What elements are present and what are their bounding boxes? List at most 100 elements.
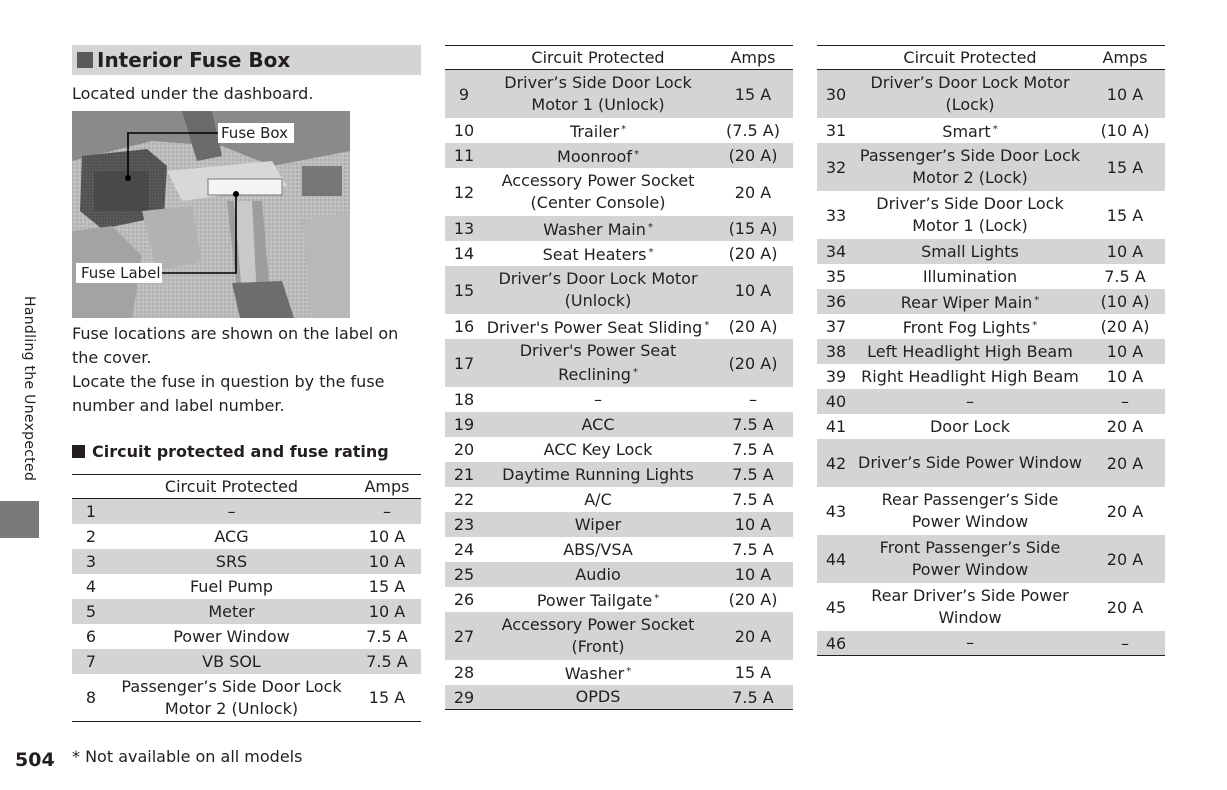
- fuse-amps: 10 A: [1106, 367, 1144, 386]
- fuse-number: 25: [453, 565, 475, 584]
- fuse-number: 12: [453, 182, 475, 202]
- header-circuit: Circuit Protected: [903, 47, 1037, 67]
- section-heading: Interior Fuse Box: [72, 45, 421, 75]
- fuse-amps: 20 A: [1106, 597, 1144, 617]
- fuse-amps: –: [1121, 392, 1129, 411]
- description-line-1: Fuse locations are shown on the label on…: [72, 324, 399, 367]
- table-row: 37 Front Fog Lights * (20 A): [817, 314, 1165, 339]
- fuse-amps: (20 A): [728, 317, 778, 336]
- fuse-amps: 15 A: [734, 663, 772, 682]
- circuit-text: Right Headlight High Beam: [861, 366, 1079, 386]
- circuit-text: Moonroof: [557, 146, 632, 166]
- header-amps: Amps: [364, 477, 410, 496]
- table-row: 11 Moonroof * (20 A): [445, 143, 793, 168]
- circuit-name: Daytime Running Lights: [483, 464, 713, 486]
- fuse-amps: (10 A): [1100, 121, 1150, 140]
- fuse-amps: 20 A: [1106, 549, 1144, 569]
- circuit-text: Daytime Running Lights: [502, 464, 694, 484]
- circuit-text: Driver's Power Seat Sliding: [486, 317, 703, 337]
- table-row: 31 Smart * (10 A): [817, 118, 1165, 143]
- fuse-number: 35: [825, 267, 847, 286]
- fuse-number: 42: [825, 453, 847, 473]
- fuse-amps: 7.5 A: [732, 465, 774, 484]
- table-row: 10 Trailer * (7.5 A): [445, 118, 793, 143]
- fuse-number: 19: [453, 415, 475, 434]
- fuse-amps: 15 A: [1106, 205, 1144, 225]
- table-row: 6 Power Window 7.5 A: [72, 624, 421, 649]
- circuit-text: Left Headlight High Beam: [867, 341, 1073, 361]
- fuse-number: 34: [825, 242, 847, 261]
- circuit-name: Rear Wiper Main *: [855, 290, 1085, 314]
- table-row: 2 ACG 10 A: [72, 524, 421, 549]
- asterisk-icon: *: [1032, 319, 1038, 331]
- fuse-number: 11: [453, 146, 475, 165]
- table-row: 15 Driver’s Door Lock Motor (Unlock) 10 A: [445, 266, 793, 314]
- fuse-amps: –: [749, 390, 757, 409]
- table-row: 32 Passenger’s Side Door Lock Motor 2 (Lo…: [817, 143, 1165, 191]
- circuit-name: Passenger’s Side Door Lock Motor 2 (Unlo…: [110, 676, 353, 720]
- table-row: 24 ABS/VSA 7.5 A: [445, 537, 793, 562]
- circuit-text: –: [966, 633, 974, 652]
- subheading-square-icon: [72, 445, 85, 458]
- circuit-name: –: [855, 391, 1085, 413]
- asterisk-icon: *: [632, 367, 638, 378]
- table-row: 14 Seat Heaters * (20 A): [445, 241, 793, 266]
- page-number: 504: [15, 749, 55, 771]
- fuse-number: 15: [453, 280, 475, 300]
- side-tab-label: Handling the Unexpected: [21, 296, 37, 482]
- table-row: 9 Driver’s Side Door Lock Motor 1 (Unlock…: [445, 70, 793, 118]
- fuse-amps: 7.5 A: [732, 440, 774, 459]
- fuse-number: 37: [825, 317, 847, 336]
- fuse-amps: (20 A): [728, 244, 778, 263]
- circuit-text: –: [227, 501, 236, 521]
- fuse-number: 8: [85, 688, 97, 707]
- table-row: 16 Driver's Power Seat Sliding * (20 A): [445, 314, 793, 339]
- header-circuit: Circuit Protected: [531, 47, 665, 67]
- circuit-text: Rear Driver’s Side Power Window: [871, 586, 1069, 627]
- header-circuit: Circuit Protected: [164, 476, 299, 496]
- fuse-number: 39: [825, 367, 847, 386]
- fuse-amps: (20 A): [728, 146, 778, 165]
- fuse-amps: 20 A: [1106, 501, 1144, 521]
- circuit-text: ACG: [214, 526, 249, 546]
- circuit-name: OPDS: [483, 686, 713, 708]
- circuit-name: Wiper: [483, 514, 713, 536]
- circuit-text: Driver’s Door Lock Motor (Unlock): [498, 269, 698, 310]
- circuit-text: Power Tailgate: [536, 590, 653, 610]
- fuse-number: 5: [85, 602, 97, 621]
- table-row: 5 Meter 10 A: [72, 599, 421, 624]
- fuse-number: 36: [825, 292, 847, 311]
- circuit-name: A/C: [483, 489, 713, 511]
- fuse-amps: (7.5 A): [726, 121, 780, 140]
- asterisk-icon: *: [621, 123, 627, 135]
- table-row: 17 Driver's Power Seat Reclining * (20 A): [445, 339, 793, 387]
- circuit-name: Left Headlight High Beam: [855, 341, 1085, 363]
- circuit-text: Driver’s Side Door Lock Motor 1 (Lock): [876, 194, 1064, 235]
- circuit-name: Power Window: [110, 626, 353, 648]
- circuit-name: Smart *: [855, 119, 1085, 143]
- side-tab-marker: [0, 501, 39, 538]
- circuit-text: Accessory Power Socket (Center Console): [501, 171, 695, 212]
- circuit-text: Accessory Power Socket (Front): [501, 615, 695, 656]
- table-row: 7 VB SOL 7.5 A: [72, 649, 421, 674]
- table-row: 28 Washer * 15 A: [445, 660, 793, 685]
- circuit-text: Driver's Power Seat Reclining: [519, 341, 677, 384]
- table-row: 39 Right Headlight High Beam 10 A: [817, 364, 1165, 389]
- fuse-amps: –: [383, 502, 391, 521]
- subheading: Circuit protected and fuse rating: [72, 442, 389, 461]
- table-row: 1 – –: [72, 499, 421, 524]
- table-row: 36 Rear Wiper Main * (10 A): [817, 289, 1165, 314]
- circuit-text: Door Lock: [929, 416, 1011, 436]
- table-row: 43 Rear Passenger’s Side Power Window 20 A: [817, 487, 1165, 535]
- circuit-name: ACG: [110, 526, 353, 548]
- table-row: 42 Driver’s Side Power Window 20 A: [817, 439, 1165, 487]
- circuit-name: Passenger’s Side Door Lock Motor 2 (Lock…: [855, 145, 1085, 189]
- circuit-text: Seat Heaters: [542, 244, 647, 264]
- circuit-text: VB SOL: [202, 651, 261, 671]
- fuse-number: 38: [825, 342, 847, 361]
- fuse-number: 14: [453, 244, 475, 263]
- fuse-number: 27: [453, 626, 475, 646]
- circuit-text: Driver’s Side Door Lock Motor 1 (Unlock): [504, 73, 692, 114]
- circuit-name: Seat Heaters *: [483, 242, 713, 266]
- fuse-number: 33: [825, 205, 847, 225]
